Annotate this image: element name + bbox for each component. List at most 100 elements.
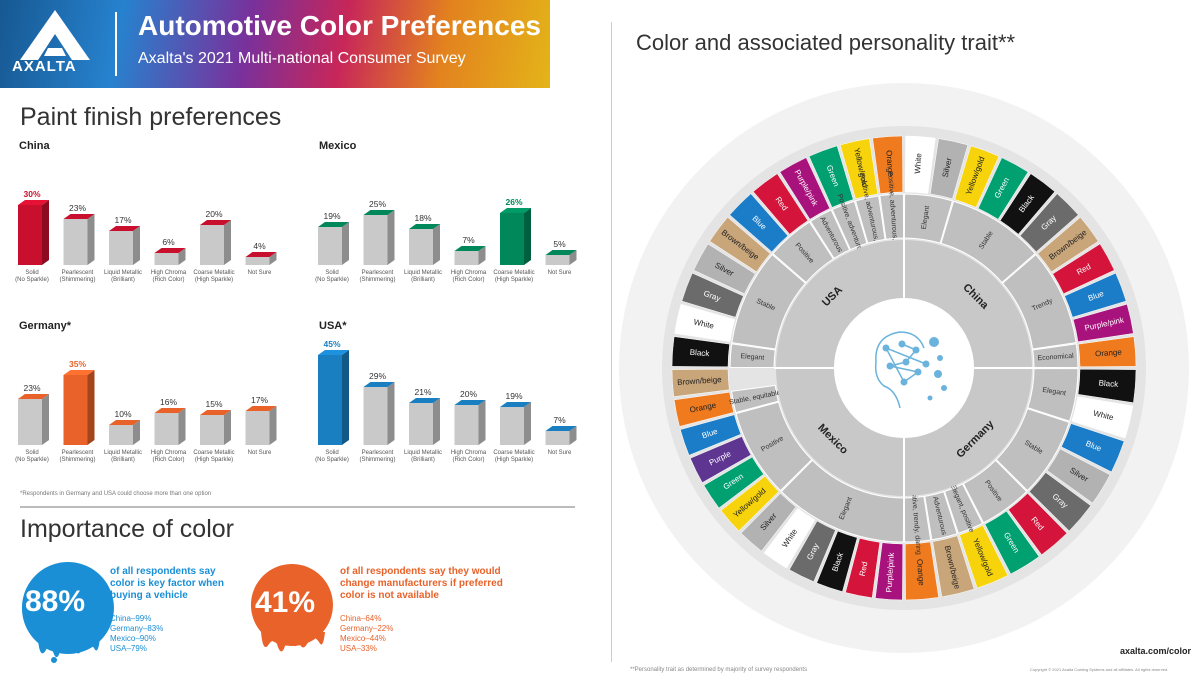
bar [545,431,570,445]
x-tick-label-sub: (No Sparkle) [315,277,349,283]
bar-value-label: 29% [369,371,386,381]
color-segment [808,145,854,208]
bar-top [109,226,140,231]
color-segment [816,530,858,592]
bar [200,225,224,265]
x-tick-label-sub: (Shimmering) [59,277,95,283]
color-label: Orange [1095,348,1123,359]
color-label: Orange [884,150,895,178]
bar-side [269,252,277,265]
importance-title: Importance of color [20,515,234,543]
bar-side [387,210,395,265]
bar-top [318,350,349,355]
bar-chart-mexico: Mexico 19% Solid(No Sparkle) 25% Pearlescent… [315,140,577,283]
column-divider [611,22,612,662]
color-label: Red [858,561,870,577]
bar-value-label: 20% [205,209,222,219]
personality-wheel: White Silver Yellow/gold GreenBlackGrayBrow… [619,83,1189,653]
trait-segment [731,384,779,414]
stat-41-item: USA–33% [340,644,377,653]
color-label: Black [1098,378,1119,389]
bar-top [200,410,231,415]
stat-88-item: Germany–83% [110,624,164,633]
stat-88-item: Mexico–90% [110,634,156,643]
bar-top [318,222,349,227]
bar [109,231,133,265]
x-tick-label: High Chroma [451,450,487,456]
bar-side [524,208,531,265]
color-segment [872,135,904,194]
color-segment [954,145,1000,208]
x-tick-label: Coarse Metallic [493,270,534,276]
color-segment [752,173,809,235]
bar-top [18,200,49,205]
stat-88-value: 88% [25,585,86,618]
color-segment [1072,303,1134,343]
country-segment [776,240,904,368]
stat-41-item: China–64% [340,614,382,623]
x-tick-label: Pearlescent [62,270,94,276]
bar-value-label: 26% [505,197,522,207]
x-tick-label-sub: (Rich Color) [152,277,184,283]
color-segment [984,510,1040,575]
color-segment [977,157,1029,220]
trait-segment [1001,253,1077,350]
bar-top [154,408,186,413]
color-segment [671,336,730,368]
x-tick-label-sub: (Brilliant) [411,457,435,463]
color-segment [671,368,730,397]
chart-title: USA* [319,320,347,332]
bar-value-label: 18% [414,213,431,223]
color-segment [703,456,764,509]
bar-top [545,426,577,431]
bar-side [524,402,531,445]
color-segment [763,508,816,569]
bar-value-label: 7% [462,235,475,245]
x-tick-label-sub: (No Sparkle) [15,277,49,283]
color-segment [1037,216,1099,273]
trait-segment [995,407,1070,492]
bar [545,255,570,265]
x-tick-label: Not Sure [548,450,572,456]
bar-chart-usa: USA* 45% Solid(No Sparkle) 29% Pearlescent(S… [315,320,577,463]
bar-value-label: 20% [460,389,477,399]
bar [454,405,479,445]
paint-footnote: *Respondents in Germany and USA could ch… [20,491,212,497]
bar-value-label: 17% [251,395,268,405]
bar-value-label: 4% [253,241,266,251]
bar-side [178,248,186,265]
color-segment [839,138,879,200]
x-tick-label: Solid [25,450,38,456]
color-segment [689,436,752,483]
color-segment [959,525,1009,589]
x-tick-label: Not Sure [548,270,572,276]
trait-segment [943,483,984,534]
trait-label: Elegant [740,353,764,362]
bar-top [245,252,277,257]
stat-88-item: China–99% [110,614,152,623]
color-segment [729,193,789,253]
x-tick-label-sub: (No Sparkle) [315,457,349,463]
bar-value-label: 35% [69,359,86,369]
bar [454,251,479,265]
color-label: Silver [941,157,954,179]
color-segment [1061,423,1125,473]
color-segment [1008,492,1068,556]
stat-88-text: of all respondents say color is key fact… [110,566,224,601]
bar-top [200,220,231,225]
color-segment [932,535,975,598]
bar-value-label: 10% [114,409,131,419]
bar-side [42,200,49,265]
chart-title: Germany* [19,320,72,332]
color-segment [929,138,969,200]
page-title: Automotive Color Preferences [138,10,541,41]
color-segment [740,492,797,552]
x-tick-label: Solid [325,270,338,276]
x-tick-label: Liquid Metallic [104,270,142,276]
network-link [903,371,919,383]
bar [109,425,133,445]
bar-side [133,226,140,265]
trait-segment [735,401,813,492]
trait-segment [854,195,886,244]
